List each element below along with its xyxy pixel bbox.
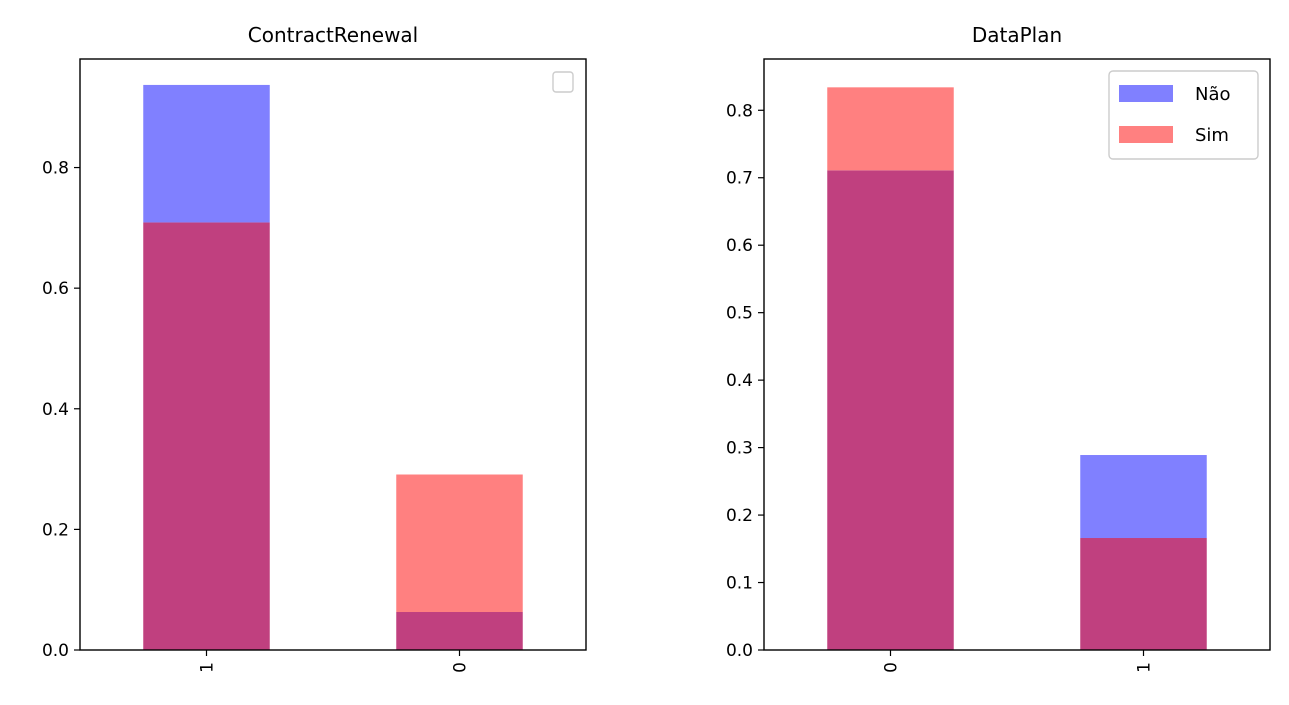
x-tick-label: 1 — [1135, 662, 1155, 673]
bar-sim-0 — [396, 474, 523, 613]
bar-overlap-1 — [143, 222, 270, 650]
legend-swatch-0 — [1119, 85, 1173, 102]
bar-sim-0 — [827, 87, 954, 171]
y-tick-label: 0.2 — [42, 520, 69, 540]
y-tick-label: 0.8 — [726, 101, 753, 121]
bar-overlap-1 — [1080, 538, 1207, 650]
y-tick-label: 0.4 — [726, 371, 753, 391]
x-tick-label: 0 — [882, 662, 902, 673]
y-tick-label: 0.0 — [42, 641, 69, 661]
y-tick-label: 0.6 — [42, 279, 69, 299]
y-tick-label: 0.4 — [42, 400, 69, 420]
legend-label-0: Não — [1195, 84, 1231, 105]
bar-nao-1 — [143, 84, 270, 223]
chart-panel-0: ContractRenewal 1 0 0.0 0.2 0.4 0.6 0.8 — [42, 23, 587, 673]
x-tick-label: 1 — [198, 662, 218, 673]
axes-frame — [79, 58, 587, 651]
legend-swatch-1 — [1119, 126, 1173, 143]
chart-title: ContractRenewal — [248, 23, 419, 47]
y-tick-label: 0.0 — [726, 641, 753, 661]
legend-box — [1108, 70, 1259, 160]
y-tick-label: 0.3 — [726, 439, 753, 459]
bar-overlap-0 — [396, 612, 523, 650]
y-tick-label: 0.5 — [726, 304, 753, 324]
x-tick-label: 0 — [451, 662, 471, 673]
legend-label-1: Sim — [1195, 125, 1229, 146]
y-tick-label: 0.6 — [726, 236, 753, 256]
legend-box — [552, 71, 574, 93]
axes-frame — [763, 58, 1271, 651]
chart-panel-1: DataPlan 0 1 0.0 0.1 0.2 0.3 0.4 0.5 0.6 0.7 0.8 Não… — [726, 23, 1271, 673]
y-tick-label: 0.7 — [726, 169, 753, 189]
y-tick-label: 0.2 — [726, 506, 753, 526]
bar-overlap-0 — [827, 170, 954, 651]
y-tick-label: 0.8 — [42, 159, 69, 179]
bar-nao-1 — [1080, 455, 1207, 539]
chart-title: DataPlan — [972, 23, 1062, 47]
legend: Não Sim — [1108, 70, 1259, 160]
y-tick-label: 0.1 — [726, 574, 753, 594]
